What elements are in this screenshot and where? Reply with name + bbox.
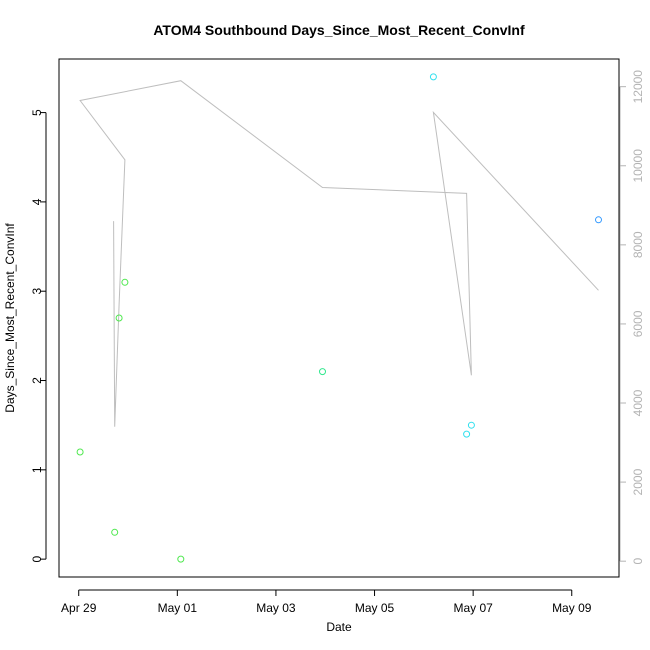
y2-tick-label: 8000 bbox=[631, 231, 645, 258]
y2-tick-label: 2000 bbox=[631, 468, 645, 495]
x-tick-label: May 07 bbox=[453, 601, 493, 615]
data-point bbox=[111, 528, 119, 536]
data-point bbox=[76, 448, 84, 456]
plot-frame bbox=[58, 58, 620, 578]
y2-tick-label: 4000 bbox=[631, 389, 645, 416]
data-point bbox=[595, 216, 602, 224]
x-tick-label: May 05 bbox=[355, 601, 395, 615]
data-point bbox=[463, 430, 471, 438]
point-series bbox=[76, 73, 602, 563]
data-point bbox=[115, 314, 123, 322]
data-point bbox=[177, 555, 185, 563]
y-axis-left: 0 1 2 3 4 5 bbox=[30, 109, 47, 562]
y-axis-label: Days_Since_Most_Recent_ConvInf bbox=[3, 223, 17, 413]
y-tick-label: 1 bbox=[30, 466, 44, 473]
y2-tick-label: 0 bbox=[631, 558, 645, 565]
y-axis-right: 0 2000 4000 6000 8000 10000 12000 bbox=[619, 70, 645, 565]
y-tick-label: 4 bbox=[30, 198, 44, 205]
y2-tick-label: 6000 bbox=[631, 310, 645, 337]
x-tick-label: May 03 bbox=[256, 601, 296, 615]
data-point bbox=[467, 421, 475, 429]
data-point bbox=[319, 368, 326, 376]
x-axis: Apr 29 May 01 May 03 May 05 May 07 May 09 bbox=[61, 589, 592, 615]
chart-title: ATOM4 Southbound Days_Since_Most_Recent_… bbox=[153, 22, 525, 38]
x-tick-label: May 09 bbox=[552, 601, 592, 615]
x-axis-label: Date bbox=[326, 620, 352, 634]
data-point bbox=[121, 278, 129, 286]
y-tick-label: 0 bbox=[30, 555, 44, 562]
x-tick-label: May 01 bbox=[158, 601, 198, 615]
x-tick-label: Apr 29 bbox=[61, 601, 97, 615]
data-point bbox=[429, 73, 437, 81]
y2-tick-label: 12000 bbox=[631, 70, 645, 104]
y-tick-label: 3 bbox=[30, 288, 44, 295]
y2-tick-label: 10000 bbox=[631, 149, 645, 183]
line-series bbox=[79, 80, 599, 427]
y-tick-label: 2 bbox=[30, 377, 44, 384]
y-tick-label: 5 bbox=[30, 109, 44, 116]
series-line bbox=[79, 80, 599, 427]
